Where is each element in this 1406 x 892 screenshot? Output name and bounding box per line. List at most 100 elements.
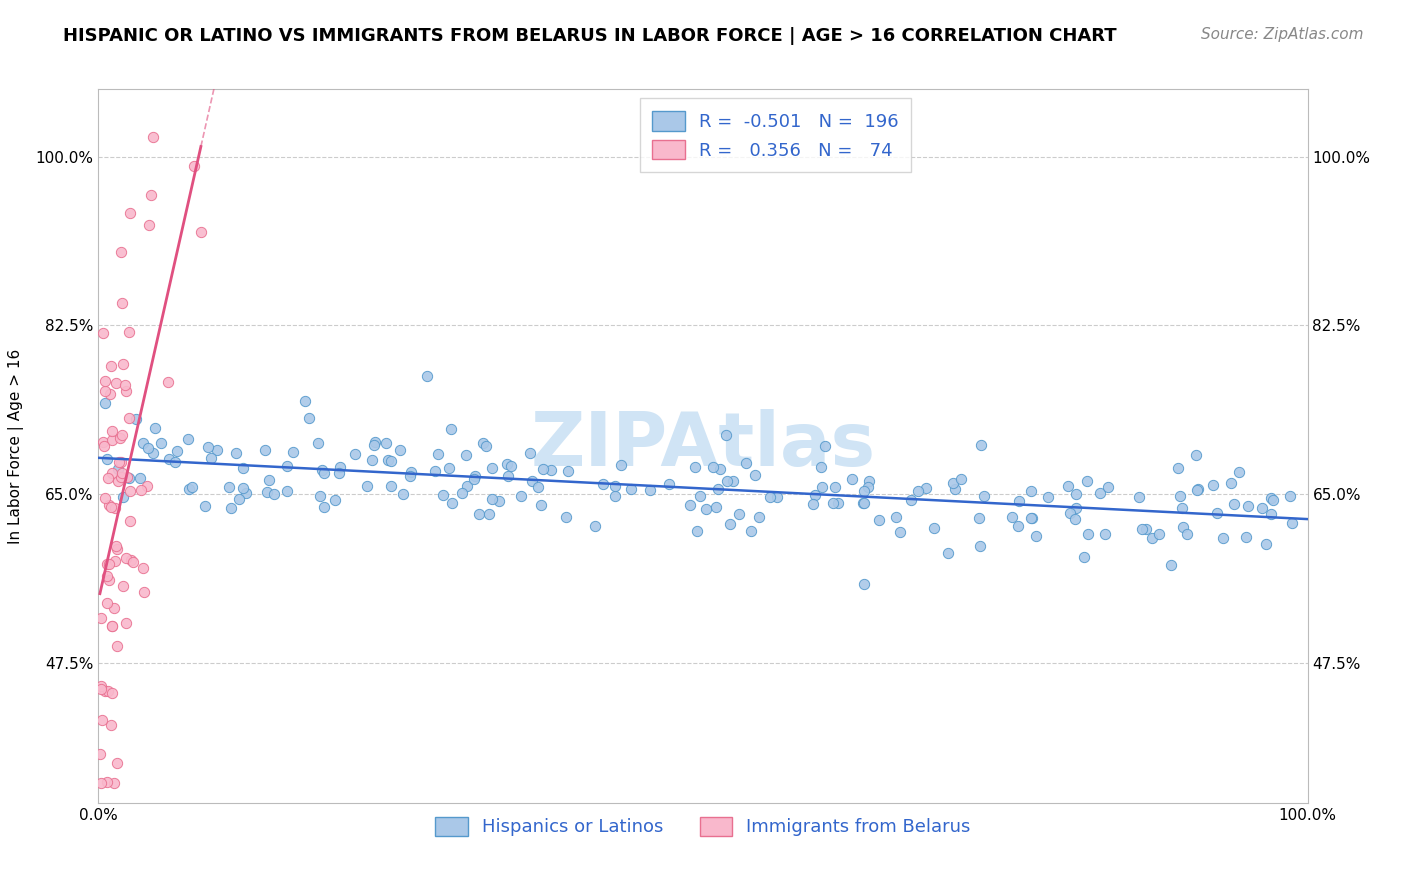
Point: [129, 483, 152, 497]
Point: [142, 446, 165, 460]
Point: [658, 477, 681, 491]
Point: [1227, 465, 1250, 479]
Point: [100, 386, 122, 401]
Point: [969, 438, 991, 452]
Point: [165, 455, 187, 469]
Point: [142, 130, 165, 145]
Point: [105, 541, 128, 556]
Point: [803, 488, 825, 502]
Point: [852, 484, 875, 499]
Point: [1025, 529, 1047, 543]
Point: [110, 244, 132, 259]
Point: [136, 441, 159, 455]
Point: [118, 206, 141, 220]
Point: [97, 574, 120, 588]
Point: [1279, 489, 1302, 503]
Point: [432, 488, 454, 502]
Point: [689, 489, 711, 503]
Point: [1202, 477, 1225, 491]
Point: [235, 486, 257, 500]
Point: [344, 447, 367, 461]
Point: [122, 555, 145, 569]
Point: [1237, 500, 1260, 514]
Point: [149, 436, 172, 450]
Point: [312, 500, 335, 515]
Point: [91, 434, 114, 449]
Point: [638, 483, 661, 498]
Point: [361, 453, 384, 467]
Point: [557, 464, 579, 478]
Point: [686, 524, 709, 538]
Point: [967, 511, 990, 525]
Point: [114, 550, 136, 565]
Point: [294, 393, 316, 408]
Point: [704, 500, 727, 515]
Point: [108, 455, 131, 469]
Point: [1173, 519, 1195, 533]
Point: [744, 468, 766, 483]
Point: [914, 481, 936, 495]
Point: [1007, 518, 1029, 533]
Point: [1260, 491, 1282, 505]
Point: [949, 472, 972, 486]
Point: [481, 491, 503, 506]
Point: [1094, 527, 1116, 541]
Point: [1251, 500, 1274, 515]
Point: [471, 435, 494, 450]
Point: [583, 519, 606, 533]
Point: [858, 474, 880, 488]
Point: [679, 498, 702, 512]
Point: [853, 577, 876, 591]
Point: [1212, 531, 1234, 545]
Point: [709, 462, 731, 476]
Point: [1175, 526, 1198, 541]
Point: [852, 496, 875, 510]
Point: [748, 509, 770, 524]
Point: [938, 546, 960, 560]
Point: [801, 497, 824, 511]
Point: [1185, 483, 1208, 498]
Point: [1059, 507, 1081, 521]
Point: [118, 484, 141, 499]
Point: [488, 494, 510, 508]
Point: [90, 714, 112, 728]
Point: [101, 434, 124, 448]
Point: [143, 421, 166, 435]
Point: [100, 359, 122, 373]
Point: [437, 460, 460, 475]
Point: [107, 474, 129, 488]
Point: [101, 466, 124, 480]
Point: [380, 453, 402, 467]
Point: [200, 451, 222, 466]
Legend: Hispanics or Latinos, Immigrants from Belarus: Hispanics or Latinos, Immigrants from Be…: [425, 805, 981, 847]
Point: [1073, 550, 1095, 565]
Point: [399, 468, 422, 483]
Point: [1254, 537, 1277, 551]
Point: [841, 472, 863, 486]
Point: [1021, 511, 1043, 525]
Point: [1130, 522, 1153, 536]
Point: [363, 438, 385, 452]
Point: [90, 611, 112, 625]
Point: [205, 443, 228, 458]
Point: [481, 460, 503, 475]
Point: [1205, 506, 1227, 520]
Point: [740, 524, 762, 538]
Point: [425, 464, 447, 478]
Point: [97, 684, 120, 698]
Point: [108, 431, 131, 445]
Point: [1076, 475, 1098, 489]
Point: [821, 496, 844, 510]
Point: [439, 422, 461, 436]
Point: [766, 490, 789, 504]
Point: [125, 411, 148, 425]
Point: [827, 496, 849, 510]
Point: [592, 477, 614, 491]
Point: [232, 481, 254, 495]
Text: Source: ZipAtlas.com: Source: ZipAtlas.com: [1201, 27, 1364, 42]
Point: [605, 489, 627, 503]
Point: [96, 452, 118, 467]
Point: [520, 475, 543, 489]
Point: [702, 459, 724, 474]
Point: [380, 478, 402, 492]
